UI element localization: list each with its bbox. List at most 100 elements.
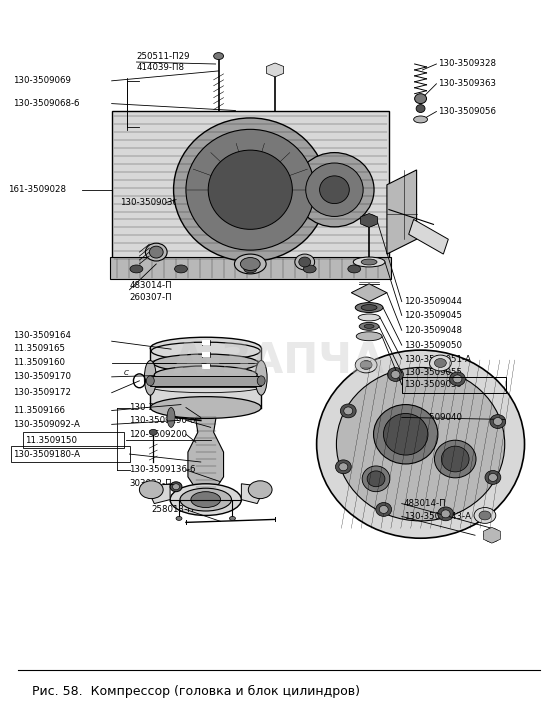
Text: 303032-П: 303032-П [129,479,172,488]
Polygon shape [146,484,170,504]
Ellipse shape [391,370,400,378]
Text: 11.3509166: 11.3509166 [13,406,65,415]
Ellipse shape [359,322,379,330]
Ellipse shape [415,94,426,103]
Ellipse shape [348,265,360,273]
Polygon shape [150,348,261,408]
Ellipse shape [269,66,281,74]
Bar [112,111,389,264]
Ellipse shape [145,361,156,395]
Ellipse shape [361,215,377,226]
Ellipse shape [339,463,348,471]
Ellipse shape [362,466,390,492]
Ellipse shape [355,303,383,312]
Ellipse shape [361,304,377,310]
Ellipse shape [430,355,451,371]
Text: 130-3509328: 130-3509328 [439,59,497,69]
Ellipse shape [383,414,428,455]
Ellipse shape [340,404,356,418]
Text: 130-3509172: 130-3509172 [13,388,71,397]
Ellipse shape [379,505,388,513]
Text: 11.3509165: 11.3509165 [13,343,65,353]
Text: 260307-П: 260307-П [129,293,172,302]
Text: 130-3509055: 130-3509055 [404,369,462,377]
Ellipse shape [208,150,292,229]
Text: 130-3509043-А: 130-3509043-А [404,512,471,521]
Ellipse shape [413,116,427,123]
Ellipse shape [361,259,377,265]
Bar [110,257,391,279]
Ellipse shape [229,516,235,521]
Text: 130-3509069: 130-3509069 [13,77,70,85]
Bar [22,432,123,448]
Ellipse shape [437,507,454,521]
Text: 120-3509200: 120-3509200 [129,429,187,439]
Ellipse shape [170,482,182,492]
Ellipse shape [453,375,462,383]
Ellipse shape [180,488,232,511]
Ellipse shape [493,418,502,426]
Ellipse shape [153,354,258,372]
Text: 130-3509164: 130-3509164 [13,330,71,340]
Ellipse shape [150,246,163,258]
Ellipse shape [172,484,180,489]
Polygon shape [242,484,265,504]
Text: 130-3509050: 130-3509050 [404,341,462,350]
Text: 130-3509030: 130-3509030 [119,198,177,207]
Text: 258013-П: 258013-П [151,505,194,514]
Text: 414039-П8: 414039-П8 [137,64,185,72]
Ellipse shape [373,405,438,464]
Bar [202,352,210,357]
Bar [202,364,210,369]
Ellipse shape [167,408,175,427]
Ellipse shape [175,265,187,273]
Ellipse shape [376,502,392,516]
Text: 250511-П29: 250511-П29 [137,51,190,61]
Ellipse shape [151,342,260,360]
Text: 130-3509039: 130-3509039 [404,380,461,389]
Ellipse shape [150,429,157,435]
Ellipse shape [174,118,327,262]
Ellipse shape [360,361,372,369]
Ellipse shape [257,376,265,386]
Ellipse shape [388,367,403,382]
Ellipse shape [485,471,501,484]
Bar [202,341,210,345]
Polygon shape [360,213,378,227]
Ellipse shape [316,350,525,538]
Text: 130-3509194: 130-3509194 [129,403,187,412]
Bar [150,376,261,386]
Ellipse shape [255,361,267,395]
Ellipse shape [240,257,260,270]
Ellipse shape [487,531,496,539]
Ellipse shape [140,481,163,499]
Ellipse shape [484,529,500,542]
Text: 130-3509170: 130-3509170 [13,372,71,381]
Ellipse shape [130,265,143,273]
Ellipse shape [145,243,167,261]
Ellipse shape [191,492,220,508]
Ellipse shape [170,484,242,515]
Text: 130-3509180-А: 130-3509180-А [13,450,80,458]
Ellipse shape [303,265,316,273]
Ellipse shape [488,474,497,482]
Ellipse shape [295,153,374,227]
Bar [402,377,506,393]
Ellipse shape [474,508,496,523]
Text: 130-3509040: 130-3509040 [404,413,462,422]
Ellipse shape [306,163,363,216]
Ellipse shape [214,53,224,59]
Polygon shape [267,63,283,77]
Ellipse shape [435,440,476,478]
Text: C: C [124,370,129,376]
Ellipse shape [344,407,353,415]
Text: 130-3509056: 130-3509056 [439,107,497,116]
Ellipse shape [490,414,506,429]
Bar [11,446,129,462]
Text: 483014-П: 483014-П [404,499,446,508]
Text: 11.3509160: 11.3509160 [13,359,65,367]
Ellipse shape [244,265,257,273]
Text: А-ЗАПЧА: А-ЗАПЧА [173,341,385,382]
Ellipse shape [186,129,315,250]
Ellipse shape [154,366,257,384]
